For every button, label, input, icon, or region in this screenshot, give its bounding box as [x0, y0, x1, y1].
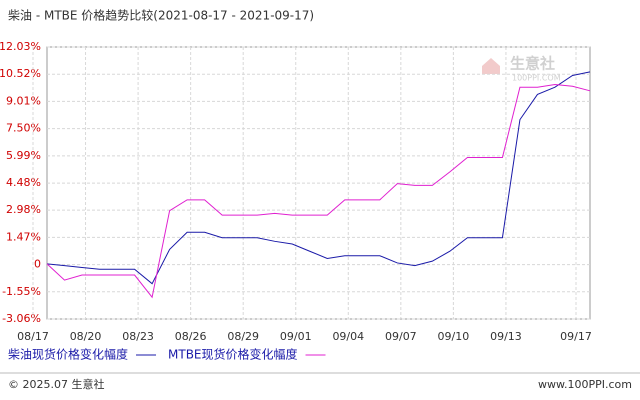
- y-tick-label: 0: [34, 258, 41, 271]
- legend-label: MTBE现货价格变化幅度: [168, 347, 298, 362]
- y-tick-label: 9.01%: [6, 94, 41, 107]
- x-tick-label: 08/26: [175, 330, 207, 343]
- x-tick-label: 08/23: [122, 330, 154, 343]
- chart-title: 柴油 - MTBE 价格趋势比较(2021-08-17 - 2021-09-17…: [8, 8, 314, 23]
- watermark-name: 生意社: [510, 55, 555, 73]
- legend-label: 柴油现货价格变化幅度: [8, 347, 128, 362]
- series-line: [46, 83, 591, 299]
- y-tick-label: 7.50%: [6, 122, 41, 135]
- y-tick-label: 5.99%: [6, 149, 41, 162]
- y-tick-label: 1.47%: [6, 230, 41, 243]
- x-tick-label: 09/07: [385, 330, 417, 343]
- x-tick-label: 08/20: [70, 330, 102, 343]
- footer-copyright: © 2025.07 生意社: [8, 377, 104, 391]
- watermark-logo: [482, 58, 500, 74]
- x-tick-label: 09/13: [490, 330, 522, 343]
- x-tick-label: 09/17: [560, 330, 592, 343]
- x-tick-label: 09/04: [332, 330, 364, 343]
- y-tick-label: 10.52%: [0, 67, 41, 80]
- x-tick-label: 09/01: [280, 330, 312, 343]
- footer-url: www.100PPI.com: [538, 378, 632, 391]
- y-tick-label: -1.55%: [2, 285, 41, 298]
- y-tick-label: 12.03%: [0, 40, 41, 53]
- x-tick-label: 09/10: [438, 330, 470, 343]
- series-line: [46, 71, 591, 285]
- y-tick-label: -3.06%: [2, 312, 41, 325]
- x-tick-label: 08/29: [227, 330, 259, 343]
- y-tick-label: 2.98%: [6, 203, 41, 216]
- watermark: 生意社 100PPI.COM: [482, 55, 561, 83]
- y-tick-label: 4.48%: [6, 176, 41, 189]
- watermark-site: 100PPI.COM: [512, 74, 561, 83]
- x-tick-label: 08/17: [17, 330, 49, 343]
